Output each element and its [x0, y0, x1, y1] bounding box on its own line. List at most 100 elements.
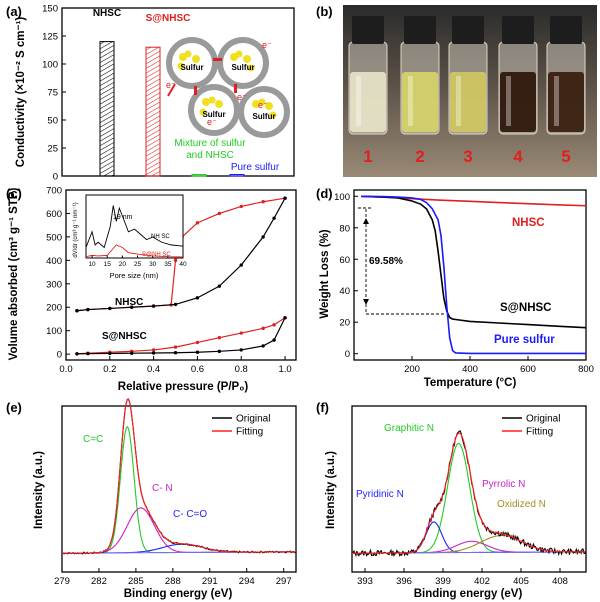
series-label-snhsc-d: S@NHSC: [500, 302, 551, 314]
x-tick-label-e: 288: [165, 576, 181, 587]
peak-label-graphitic: Graphitic N: [384, 423, 434, 434]
x-tick-label-e: 297: [276, 576, 292, 587]
vial-label: 5: [561, 147, 570, 166]
point-c: [261, 326, 265, 331]
vial-label: 1: [363, 147, 372, 166]
panel-label-b: (b): [316, 4, 333, 19]
point-c: [261, 235, 265, 239]
schematic-particles: Sulfur Sulfur Sulfur Sulfur: [166, 37, 290, 138]
y-tick-label-d: 40: [339, 286, 350, 297]
point-c: [151, 351, 156, 355]
electron-label: e⁻: [237, 92, 247, 102]
series-label-nhsc: NHSC: [115, 297, 143, 308]
electron-label: e⁻: [207, 117, 217, 127]
sulfur-label: Sulfur: [231, 63, 254, 72]
bar-label-nhsc: NHSC: [93, 8, 121, 19]
x-tick-label-c: 1.0: [278, 364, 291, 375]
bar-1: [145, 46, 161, 177]
panel-label-f: (f): [316, 400, 329, 415]
point-c: [217, 336, 222, 340]
y-tick-label-d: 20: [339, 318, 350, 329]
series-label-snhsc: S@NHSC: [102, 331, 147, 342]
panel-label-a: (a): [6, 4, 22, 19]
y-tick-label-a: 150: [42, 4, 58, 15]
vial-label: 3: [463, 147, 472, 166]
panel-label-d: (d): [316, 186, 333, 201]
y-axis-label-f: Intensity (a.u.): [325, 451, 337, 529]
x-tick-label-f: 405: [513, 576, 529, 587]
series-label-sulfur-d: Pure sulfur: [494, 334, 555, 346]
x-axis-label-f: Binding energy (eV): [414, 588, 523, 600]
y-tick-label-c: 500: [46, 232, 62, 243]
x-tick-label-e: 282: [91, 576, 107, 587]
sulfur-label: Sulfur: [252, 112, 275, 121]
point-c: [195, 296, 200, 300]
point-c: [272, 338, 276, 342]
inset-x-tick-label: 35: [164, 261, 172, 268]
series-line-d-1: [361, 195, 587, 329]
y-axis-label-e: Intensity (a.u.): [33, 451, 45, 529]
series-line-c-2: [76, 317, 286, 355]
inset-x-label: Pore size (nm): [110, 271, 159, 280]
x-tick-label-f: 393: [357, 576, 373, 587]
vial-label: 4: [513, 147, 523, 166]
chart-f: Intensity (a.u.) Binding energy (eV) 393…: [325, 405, 587, 600]
electron-label: e⁻: [262, 40, 272, 50]
point-c: [283, 316, 287, 320]
plot-frame-c: [65, 189, 297, 361]
inset-annotation: 19 nm: [113, 214, 133, 221]
x-tick-label-f: 408: [552, 576, 568, 587]
plot-frame-f: [351, 405, 587, 573]
point-c: [130, 351, 134, 355]
x-tick-label-d: 400: [462, 364, 478, 375]
fitting-e: [61, 398, 297, 554]
fitting-f: [351, 432, 587, 554]
series-label-nhsc-d: NHSC: [512, 217, 545, 229]
particle-4: Sulfur: [238, 86, 290, 138]
electron-label: e⁻: [258, 100, 268, 110]
y-tick-label-d: 100: [334, 192, 350, 203]
x-tick-label-c: 0.0: [59, 364, 72, 375]
sulfur-label: Sulfur: [180, 63, 203, 72]
y-tick-label-c: 600: [46, 209, 62, 220]
peak-label-oxidized: Oxidized N: [497, 499, 546, 510]
y-axis-label-c: Volume absorbed (cm³ g⁻¹ STP): [8, 188, 20, 361]
point-c: [151, 348, 156, 352]
annotation-69-58: 69.58%: [358, 207, 446, 315]
inset-series-0: [85, 205, 184, 249]
peak-label-cn: C- N: [152, 483, 173, 494]
vial-2: [400, 16, 440, 135]
chart-d: Weight Loss (%) Temperature (°C) 200 400 6…: [319, 189, 594, 389]
svg-text:69.58%: 69.58%: [369, 256, 403, 267]
photo-b: 1 2 3 4 5: [343, 5, 597, 177]
point-c: [239, 204, 243, 209]
point-c: [86, 351, 90, 356]
bar-0: [99, 41, 115, 177]
y-axis-label-d: Weight Loss (%): [319, 229, 331, 318]
point-c: [195, 340, 200, 345]
y-tick-label-a: 100: [42, 60, 58, 71]
peak-label-cc: C=C: [83, 434, 103, 445]
x-axis-label-e: Binding energy (eV): [124, 588, 233, 600]
x-tick-label-c: 0.2: [103, 364, 116, 375]
panel-label-c: (c): [6, 186, 22, 201]
x-tick-label-e: 279: [54, 576, 70, 587]
bar-2: [191, 174, 207, 177]
particle-3: Sulfur: [188, 84, 240, 136]
y-tick-label-d: 0: [345, 349, 350, 360]
point-c: [217, 349, 222, 354]
vial-1: [348, 16, 388, 135]
point-c: [173, 302, 178, 307]
peak-label-cco: C- C=O: [173, 509, 207, 520]
point-c: [217, 284, 222, 288]
x-tick-label-d: 800: [578, 364, 594, 375]
x-tick-label-c: 0.8: [235, 364, 248, 375]
peak-label-pyridinic: Pyridinic N: [356, 489, 404, 500]
bar-label-snhsc: S@NHSC: [146, 13, 191, 24]
x-axis-label-c: Relative pressure (P/P₀): [118, 381, 249, 393]
point-c: [261, 344, 265, 348]
y-tick-label-c: 400: [46, 256, 62, 267]
bar-label-mixture: Mixture of sulfur: [174, 138, 246, 149]
y-tick-label-d: 60: [339, 255, 350, 266]
inset-legend-snhsc: S@NH SC: [142, 252, 171, 258]
